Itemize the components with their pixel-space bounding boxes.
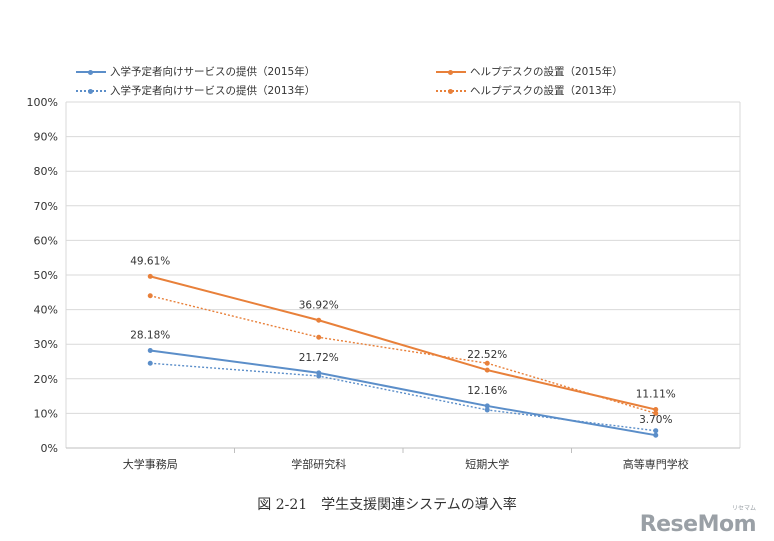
data-point: [484, 360, 490, 366]
data-point: [484, 407, 490, 413]
data-point: [484, 367, 490, 373]
y-tick-label: 10%: [34, 407, 58, 420]
y-tick-label: 70%: [34, 200, 58, 213]
x-tick-label: 大学事務局: [123, 457, 178, 471]
y-tick-label: 20%: [34, 373, 58, 386]
y-tick-label: 60%: [34, 234, 58, 247]
watermark-logo: ReseMom: [639, 512, 757, 537]
y-tick-label: 90%: [34, 131, 58, 144]
y-tick-label: 100%: [27, 96, 58, 109]
series-line: [150, 349, 656, 437]
data-label: 3.70%: [639, 414, 672, 426]
data-point: [147, 347, 153, 353]
legend-item-helpdesk-2015: ヘルプデスクの設置（2015年）: [436, 64, 623, 79]
watermark-subtext: リセマム: [731, 505, 756, 512]
y-tick-label: 50%: [34, 269, 58, 282]
series-line: [150, 295, 656, 415]
legend-item-helpdesk-2013: ヘルプデスクの設置（2013年）: [436, 83, 623, 98]
y-tick-label: 0%: [41, 442, 58, 455]
data-point: [653, 410, 659, 416]
y-tick-label: 80%: [34, 165, 58, 178]
x-tick-label: 高等専門学校: [623, 457, 689, 471]
y-tick-label: 40%: [34, 304, 58, 317]
data-label: 11.11%: [636, 389, 676, 401]
data-label: 36.92%: [299, 299, 339, 311]
data-point: [653, 428, 659, 434]
data-label: 22.52%: [467, 349, 507, 361]
series-line: [149, 275, 656, 411]
legend-label: 入学予定者向けサービスの提供（2015年）: [110, 66, 316, 78]
figure-caption: 図 2-21 学生支援関連システムの導入率: [257, 497, 517, 513]
legend-item-service-2015: 入学予定者向けサービスの提供（2015年）: [76, 64, 315, 79]
legend-swatch: [436, 69, 466, 75]
data-point: [653, 432, 659, 438]
data-point: [316, 334, 322, 340]
data-label: 49.61%: [130, 255, 170, 267]
data-label: 12.16%: [467, 385, 507, 397]
data-label: 28.18%: [130, 329, 170, 341]
data-point: [653, 407, 659, 413]
data-label: 21.72%: [299, 352, 339, 364]
data-point: [484, 403, 490, 409]
legend-swatch: [76, 69, 106, 75]
y-tick-label: 30%: [34, 338, 58, 351]
data-point: [316, 373, 322, 379]
data-point: [147, 273, 153, 279]
legend-label: ヘルプデスクの設置（2013年）: [470, 85, 623, 97]
legend-item-service-2013: 入学予定者向けサービスの提供（2013年）: [76, 83, 315, 98]
data-point: [147, 360, 153, 366]
legend: 入学予定者向けサービスの提供（2015年） 入学予定者向けサービスの提供（201…: [76, 64, 676, 104]
series-line: [150, 362, 656, 432]
legend-swatch: [436, 88, 466, 94]
legend-label: ヘルプデスクの設置（2015年）: [470, 66, 623, 78]
data-point: [147, 293, 153, 299]
legend-swatch: [76, 88, 106, 94]
data-point: [316, 317, 322, 323]
legend-label: 入学予定者向けサービスの提供（2013年）: [110, 85, 316, 97]
x-tick-label: 短期大学: [465, 457, 509, 471]
x-tick-label: 学部研究科: [291, 457, 346, 471]
